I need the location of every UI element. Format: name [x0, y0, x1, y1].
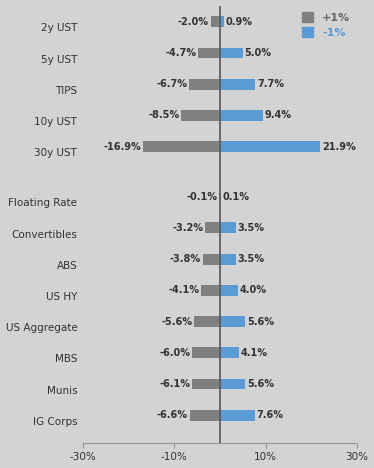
Bar	[199, 48, 220, 58]
Bar	[201, 285, 220, 296]
Bar	[220, 79, 255, 90]
Text: -0.1%: -0.1%	[187, 192, 218, 202]
Bar	[220, 347, 239, 358]
Bar	[220, 16, 224, 27]
Bar	[194, 316, 220, 327]
Text: 7.6%: 7.6%	[257, 410, 283, 420]
Bar	[190, 410, 220, 421]
Text: 21.9%: 21.9%	[322, 142, 356, 152]
Text: 4.0%: 4.0%	[240, 285, 267, 295]
Text: -4.1%: -4.1%	[168, 285, 199, 295]
Bar	[143, 141, 220, 152]
Bar	[193, 347, 220, 358]
Bar	[205, 222, 220, 234]
Text: 4.1%: 4.1%	[240, 348, 267, 358]
Text: -6.0%: -6.0%	[160, 348, 191, 358]
Text: 3.5%: 3.5%	[238, 223, 265, 233]
Bar	[220, 254, 236, 264]
Text: 5.0%: 5.0%	[245, 48, 272, 58]
Bar	[181, 110, 220, 121]
Bar	[192, 379, 220, 389]
Legend: +1%, -1%: +1%, -1%	[301, 11, 352, 39]
Text: -6.7%: -6.7%	[156, 79, 187, 89]
Text: 5.6%: 5.6%	[247, 316, 274, 327]
Text: 0.1%: 0.1%	[222, 192, 249, 202]
Text: -8.5%: -8.5%	[148, 110, 179, 120]
Bar	[189, 79, 220, 90]
Bar	[220, 141, 320, 152]
Bar	[220, 316, 245, 327]
Bar	[220, 410, 255, 421]
Text: 3.5%: 3.5%	[238, 254, 265, 264]
Bar	[211, 16, 220, 27]
Bar	[220, 379, 245, 389]
Text: -6.1%: -6.1%	[159, 379, 190, 389]
Text: 7.7%: 7.7%	[257, 79, 284, 89]
Text: -3.2%: -3.2%	[172, 223, 203, 233]
Text: -5.6%: -5.6%	[162, 316, 193, 327]
Text: 9.4%: 9.4%	[265, 110, 292, 120]
Text: -2.0%: -2.0%	[178, 17, 209, 27]
Bar	[220, 48, 243, 58]
Bar	[220, 285, 238, 296]
Text: -3.8%: -3.8%	[169, 254, 201, 264]
Text: -16.9%: -16.9%	[103, 142, 141, 152]
Text: 0.9%: 0.9%	[226, 17, 253, 27]
Bar	[203, 254, 220, 264]
Text: -6.6%: -6.6%	[157, 410, 188, 420]
Text: 5.6%: 5.6%	[247, 379, 274, 389]
Bar	[220, 222, 236, 234]
Bar	[220, 110, 263, 121]
Text: -4.7%: -4.7%	[166, 48, 197, 58]
